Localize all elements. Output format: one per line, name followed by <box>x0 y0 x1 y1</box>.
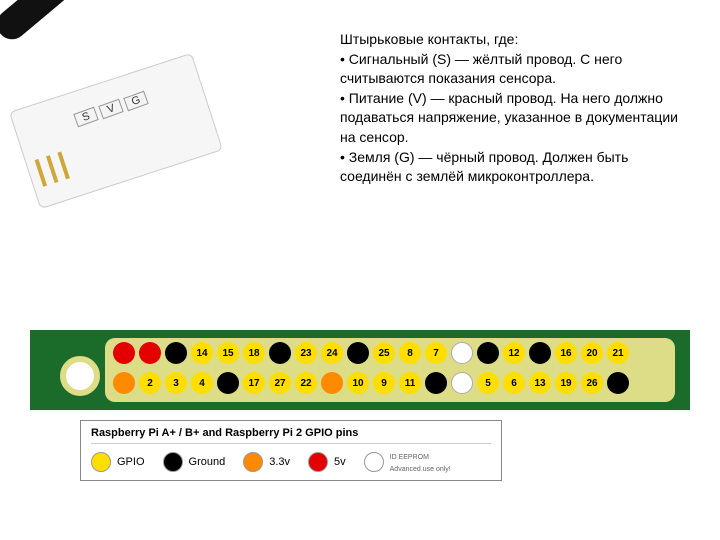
gpio-pin <box>451 372 473 394</box>
gpio-pin: 11 <box>399 372 421 394</box>
gpio-pin <box>477 342 499 364</box>
gpio-pin: 20 <box>581 342 603 364</box>
gpio-pin <box>347 342 369 364</box>
pin-row-1: 141518 2324 2587 12 162021 <box>113 342 667 368</box>
desc-item: • Сигнальный (S) — жёлтый провод. С него… <box>340 50 690 89</box>
gpio-pin: 12 <box>503 342 525 364</box>
gpio-pin: 5 <box>477 372 499 394</box>
gpio-pin <box>529 342 551 364</box>
gpio-pin: 15 <box>217 342 239 364</box>
legend-label: ID EEPROMAdvanced use only! <box>390 450 451 474</box>
legend-swatch <box>364 452 384 472</box>
legend-label: Ground <box>189 456 226 468</box>
gpio-pin: 10 <box>347 372 369 394</box>
gpio-pin: 16 <box>555 342 577 364</box>
gpio-pin: 19 <box>555 372 577 394</box>
gpio-pin: 2 <box>139 372 161 394</box>
desc-item: • Питание (V) — красный провод. На него … <box>340 89 690 148</box>
gpio-pin: 8 <box>399 342 421 364</box>
pin-description: Штырьковые контакты, где: • Сигнальный (… <box>340 30 690 187</box>
legend-label: 5v <box>334 456 346 468</box>
legend-label: GPIO <box>117 456 145 468</box>
legend-row: GPIO Ground 3.3v 5v ID EEPROMAdvanced use on… <box>91 450 491 474</box>
gpio-pin: 26 <box>581 372 603 394</box>
gpio-pin: 9 <box>373 372 395 394</box>
gpio-pin: 27 <box>269 372 291 394</box>
gpio-pin: 7 <box>425 342 447 364</box>
legend-swatch <box>243 452 263 472</box>
legend-swatch <box>163 452 183 472</box>
gpio-legend: Raspberry Pi A+ / B+ and Raspberry Pi 2 … <box>80 420 502 481</box>
desc-item: • Земля (G) — чёрный провод. Должен быть… <box>340 148 690 187</box>
gpio-pin: 4 <box>191 372 213 394</box>
gpio-pin: 23 <box>295 342 317 364</box>
gpio-pin <box>139 342 161 364</box>
gpio-pin: 14 <box>191 342 213 364</box>
legend-label: 3.3v <box>269 456 290 468</box>
gpio-pin: 21 <box>607 342 629 364</box>
gpio-pin <box>113 372 135 394</box>
gpio-pin: 6 <box>503 372 525 394</box>
sensor-module-image: S V G <box>0 0 240 200</box>
gpio-pin <box>217 372 239 394</box>
gpio-pin: 24 <box>321 342 343 364</box>
legend-swatch <box>91 452 111 472</box>
gpio-board: 1415182324258712162021 23417272210911561… <box>30 330 690 410</box>
legend-swatch <box>308 452 328 472</box>
gpio-pin-strip: 1415182324258712162021 23417272210911561… <box>105 338 675 402</box>
gpio-pin: 13 <box>529 372 551 394</box>
mounting-hole <box>60 356 100 396</box>
gpio-pin: 17 <box>243 372 265 394</box>
gpio-pin <box>425 372 447 394</box>
gpio-pin: 22 <box>295 372 317 394</box>
gpio-pin <box>451 342 473 364</box>
gpio-pin: 18 <box>243 342 265 364</box>
pin-row-2: 234 172722 10911 56131926 <box>113 372 667 398</box>
gpio-pin: 3 <box>165 372 187 394</box>
tilt-sensor-body <box>0 0 79 45</box>
legend-title: Raspberry Pi A+ / B+ and Raspberry Pi 2 … <box>91 427 491 444</box>
gpio-pin <box>113 342 135 364</box>
desc-title: Штырьковые контакты, где: <box>340 30 690 50</box>
gpio-pin <box>321 372 343 394</box>
gpio-pin <box>607 372 629 394</box>
gpio-pin: 25 <box>373 342 395 364</box>
gpio-pin <box>269 342 291 364</box>
gpio-pin <box>165 342 187 364</box>
